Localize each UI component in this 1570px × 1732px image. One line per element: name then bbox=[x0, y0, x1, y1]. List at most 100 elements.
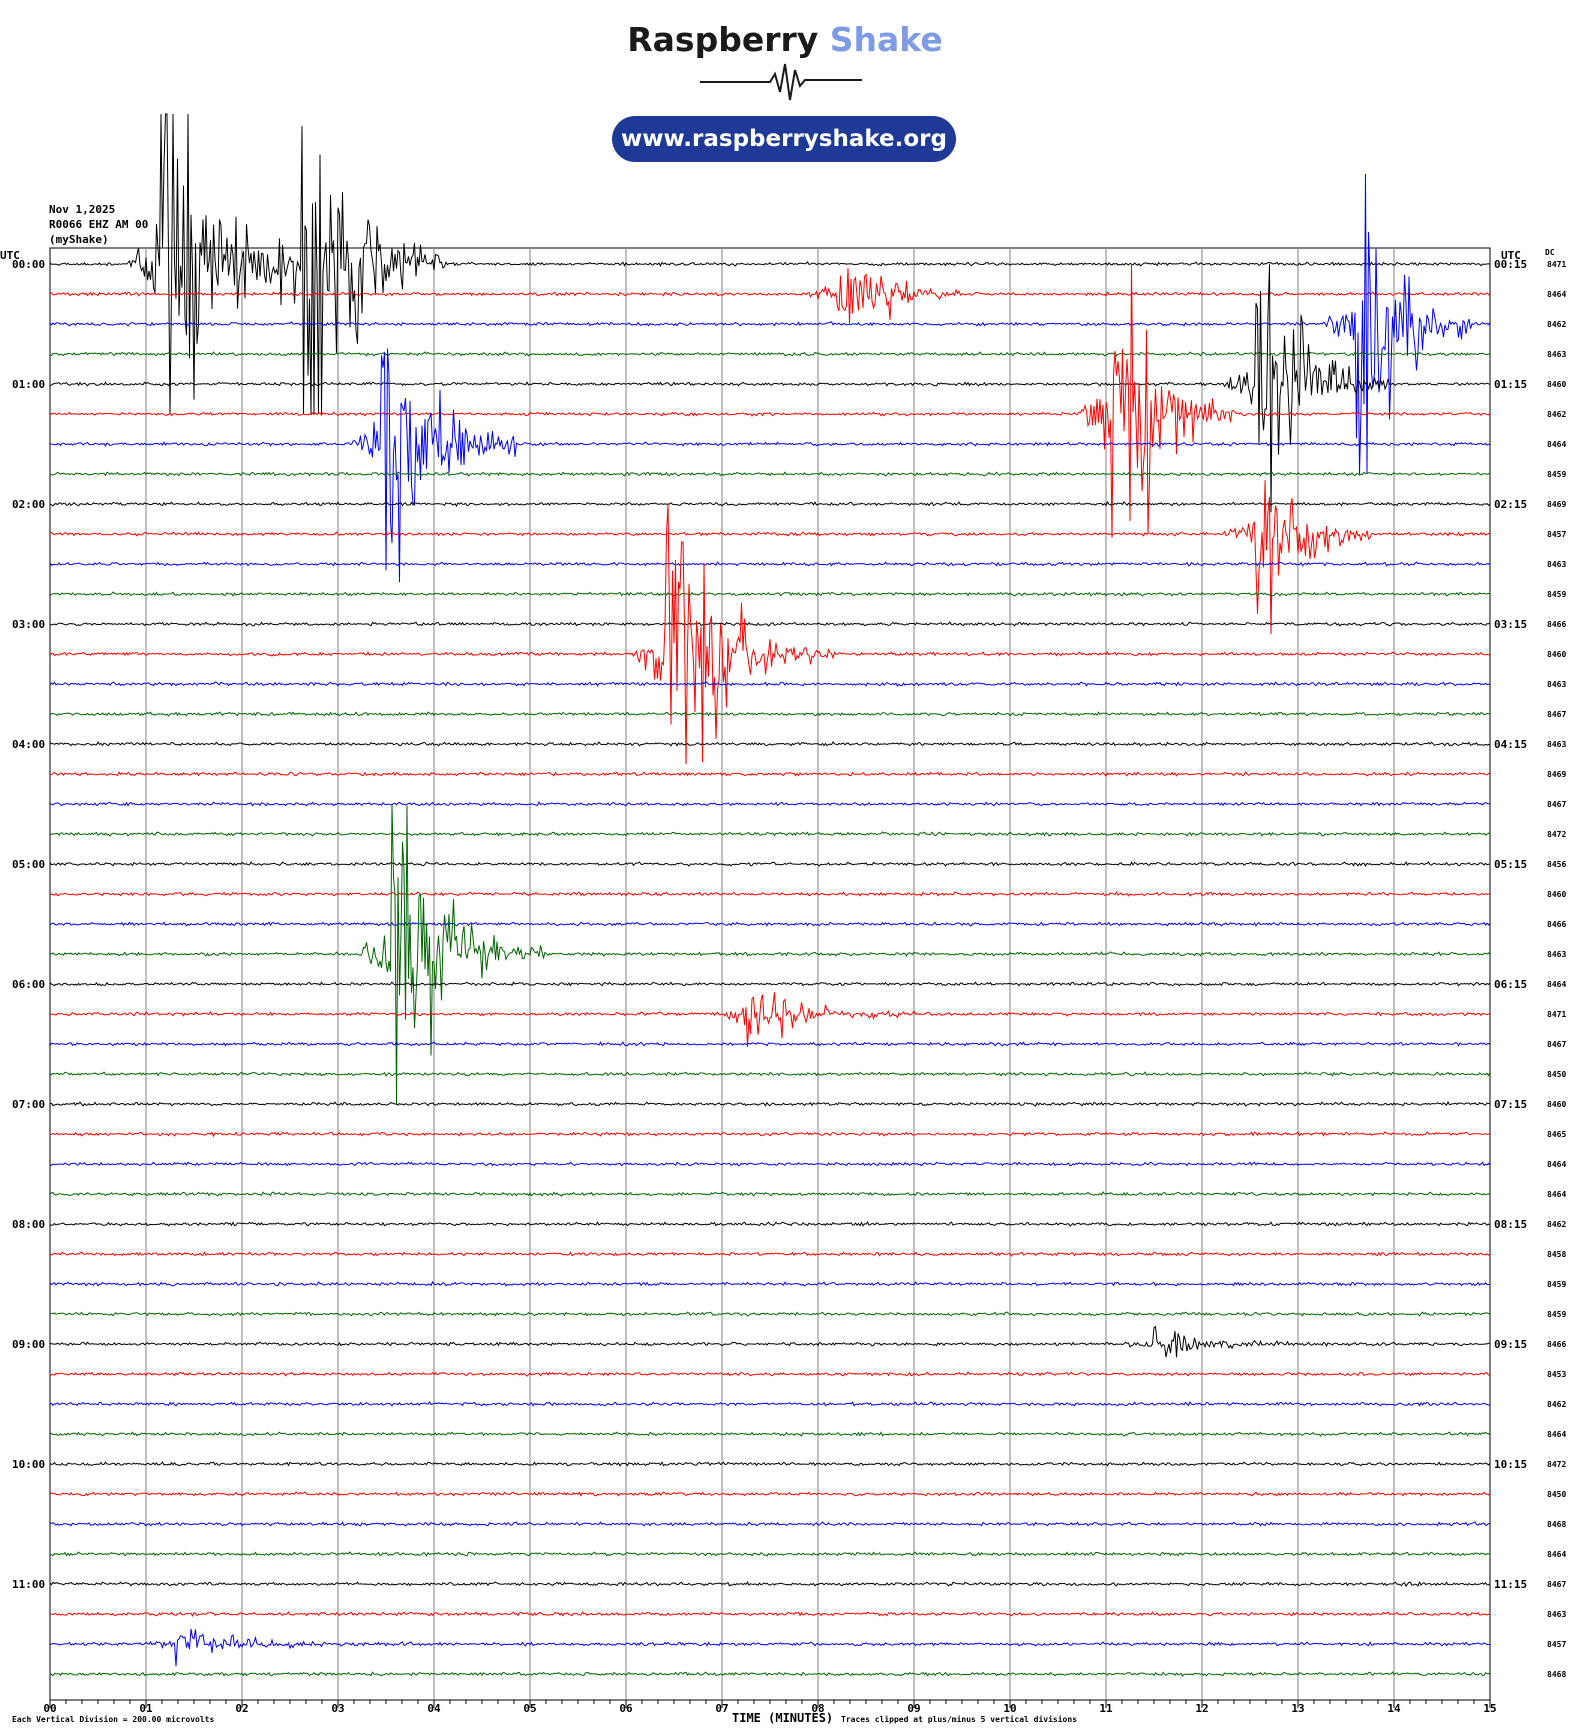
trace-line bbox=[49, 861, 1490, 867]
dc-value: 8460 bbox=[1547, 1100, 1566, 1109]
website-link[interactable]: www.raspberryshake.org bbox=[612, 116, 956, 162]
dc-value: 8468 bbox=[1547, 1520, 1566, 1529]
right-hour-label: 11:15 bbox=[1494, 1578, 1527, 1591]
trace-line bbox=[49, 1040, 1491, 1047]
trace-line bbox=[49, 348, 1491, 583]
dc-value: 8459 bbox=[1547, 590, 1566, 599]
left-hour-label: 07:00 bbox=[12, 1098, 45, 1111]
dc-value: 8464 bbox=[1547, 1430, 1566, 1439]
trace-line bbox=[49, 1325, 1490, 1358]
right-hour-label: 08:15 bbox=[1494, 1218, 1527, 1231]
trace-line bbox=[49, 591, 1491, 597]
trace-line bbox=[49, 992, 1491, 1048]
left-hour-label: 05:00 bbox=[12, 858, 45, 871]
trace-line bbox=[49, 480, 1491, 635]
x-tick-label: 04 bbox=[427, 1702, 441, 1715]
trace-line bbox=[49, 268, 1491, 324]
x-tick-label: 12 bbox=[1195, 1702, 1208, 1715]
trace-line bbox=[49, 500, 1491, 507]
dc-value: 8471 bbox=[1547, 260, 1566, 269]
dc-value: 8467 bbox=[1547, 710, 1566, 719]
x-tick-label: 09 bbox=[907, 1702, 920, 1715]
trace-line bbox=[49, 1221, 1491, 1227]
trace-line bbox=[49, 981, 1491, 987]
trace-line bbox=[49, 800, 1491, 807]
trace-line bbox=[49, 1461, 1491, 1467]
dc-value: 8456 bbox=[1547, 860, 1566, 869]
trace-line bbox=[49, 741, 1491, 747]
x-tick-label: 02 bbox=[235, 1702, 248, 1715]
dc-value: 8462 bbox=[1547, 320, 1566, 329]
dc-value: 8457 bbox=[1547, 530, 1566, 539]
trace-line bbox=[49, 264, 1491, 513]
dc-value: 8469 bbox=[1547, 770, 1566, 779]
trace-line bbox=[49, 803, 1491, 1105]
dc-value: 8457 bbox=[1547, 1640, 1566, 1649]
right-hour-label: 07:15 bbox=[1494, 1098, 1527, 1111]
trace-line bbox=[49, 831, 1491, 837]
dc-value: 8463 bbox=[1547, 560, 1566, 569]
x-tick-label: 03 bbox=[331, 1702, 344, 1715]
x-tick-label: 07 bbox=[715, 1702, 728, 1715]
left-hour-label: 06:00 bbox=[12, 978, 45, 991]
dc-value: 8464 bbox=[1547, 980, 1566, 989]
trace-line bbox=[49, 1431, 1491, 1437]
dc-value: 8466 bbox=[1547, 920, 1566, 929]
trace-line bbox=[49, 1628, 1491, 1667]
plot-frame bbox=[49, 247, 1491, 1701]
dc-value: 8463 bbox=[1547, 740, 1566, 749]
dc-value: 8459 bbox=[1547, 1310, 1566, 1319]
trace-line bbox=[49, 711, 1491, 717]
source-label: (myShake) bbox=[49, 233, 109, 246]
trace-line bbox=[49, 1280, 1491, 1287]
trace-line bbox=[49, 471, 1491, 477]
right-hour-label: 09:15 bbox=[1494, 1338, 1527, 1351]
trace-line bbox=[49, 1161, 1491, 1167]
dc-value: 8464 bbox=[1547, 1190, 1566, 1199]
dc-value: 8465 bbox=[1547, 1130, 1566, 1139]
dc-value: 8460 bbox=[1547, 650, 1566, 659]
dc-value: 8462 bbox=[1547, 1400, 1566, 1409]
left-hour-label: 02:00 bbox=[12, 498, 45, 511]
dc-value: 8468 bbox=[1547, 1670, 1566, 1679]
dc-value: 8462 bbox=[1547, 410, 1566, 419]
trace-line bbox=[49, 263, 1491, 538]
right-hour-label: 00:15 bbox=[1494, 258, 1527, 271]
dc-value: 8472 bbox=[1547, 830, 1566, 839]
x-tick-label: 06 bbox=[619, 1702, 633, 1715]
right-hour-label: 01:15 bbox=[1494, 378, 1527, 391]
dc-value: 8460 bbox=[1547, 380, 1566, 389]
chart-grid bbox=[49, 247, 1491, 1708]
x-tick-label: 13 bbox=[1291, 1702, 1304, 1715]
left-hour-label: 01:00 bbox=[12, 378, 45, 391]
dc-value: 8458 bbox=[1547, 1250, 1566, 1259]
trace-line bbox=[49, 503, 1491, 765]
right-hour-label: 10:15 bbox=[1494, 1458, 1527, 1471]
trace-line bbox=[49, 1671, 1491, 1677]
trace-group bbox=[49, 113, 1491, 1677]
dc-value: 8463 bbox=[1547, 1610, 1566, 1619]
right-axis-title: UTC bbox=[1501, 249, 1521, 262]
dc-value: 8464 bbox=[1547, 290, 1566, 299]
dc-value: 8471 bbox=[1547, 1010, 1566, 1019]
trace-line bbox=[49, 1401, 1491, 1407]
trace-line bbox=[49, 1191, 1491, 1197]
brand-name-part1: Raspberry bbox=[627, 20, 819, 59]
left-hour-label: 09:00 bbox=[12, 1338, 45, 1351]
right-hour-label: 05:15 bbox=[1494, 858, 1527, 871]
x-tick-label: 08 bbox=[811, 1702, 824, 1715]
trace-line bbox=[49, 173, 1491, 475]
division-note: Each Vertical Division = 200.00 microvol… bbox=[12, 1714, 214, 1724]
dc-value: 8466 bbox=[1547, 620, 1566, 629]
seismogram-logo-icon bbox=[700, 63, 862, 101]
dc-value: 8472 bbox=[1547, 1460, 1566, 1469]
x-tick-label: 10 bbox=[1003, 1702, 1016, 1715]
dc-value: 8450 bbox=[1547, 1490, 1566, 1499]
station-label: R0066 EHZ AM 00 bbox=[49, 218, 149, 231]
x-tick-label: 00 bbox=[43, 1702, 56, 1715]
x-tick-label: 14 bbox=[1387, 1702, 1401, 1715]
dc-value: 8464 bbox=[1547, 1160, 1566, 1169]
trace-line bbox=[49, 1551, 1491, 1557]
dc-value: 8467 bbox=[1547, 1580, 1566, 1589]
